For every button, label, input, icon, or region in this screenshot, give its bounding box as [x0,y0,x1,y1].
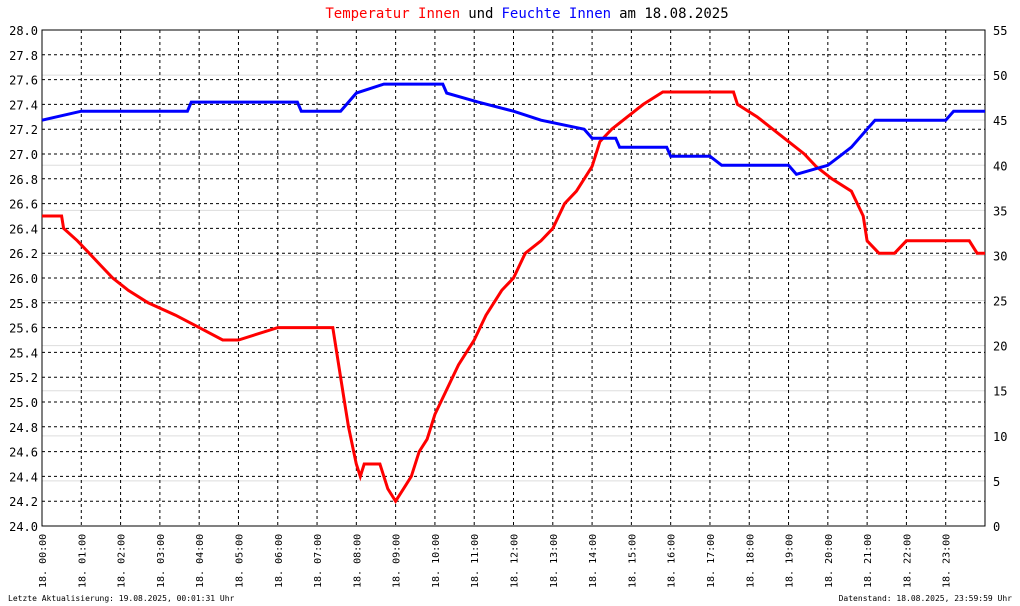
x-tick-label: 18. 18:00 [745,534,756,588]
x-tick-label: 18. 20:00 [824,534,835,588]
y-tick-label: 24.4 [9,470,38,484]
x-tick-label: 18. 01:00 [77,534,88,588]
y2-tick-label: 55 [993,24,1007,38]
y2-tick-label: 50 [993,69,1007,83]
y-tick-label: 25.4 [9,346,38,360]
series-line [42,90,985,505]
y-tick-label: 26.4 [9,222,38,236]
x-tick-label: 18. 04:00 [195,534,206,588]
x-tick-label: 18. 11:00 [470,534,481,588]
y2-tick-label: 5 [993,475,1000,489]
y2-tick-label: 15 [993,385,1007,399]
x-tick-label: 18. 17:00 [706,534,717,588]
footer-left: Letzte Aktualisierung: 19.08.2025, 00:01… [8,594,235,603]
y-tick-label: 24.2 [9,495,38,509]
y-tick-label: 27.8 [9,49,38,63]
y-tick-label: 25.8 [9,297,38,311]
y2-tick-label: 35 [993,204,1007,218]
x-tick-label: 18. 12:00 [510,534,521,588]
title-series-2: Feuchte Innen [502,6,612,22]
y-tick-label: 26.8 [9,173,38,187]
series-line [41,82,985,177]
y-tick-label: 24.8 [9,421,38,435]
x-tick-label: 18. 22:00 [902,534,913,588]
y-tick-label: 28.0 [9,24,38,38]
y-tick-label: 26.6 [9,198,38,212]
y-tick-label: 24.6 [9,446,38,460]
x-tick-label: 18. 09:00 [392,534,403,588]
y-tick-label: 25.0 [9,396,38,410]
x-tick-label: 18. 06:00 [274,534,285,588]
plot-frame [41,29,986,527]
y2-tick-label: 10 [993,430,1007,444]
y-tick-label: 27.2 [9,123,38,137]
y-tick-label: 27.0 [9,148,38,162]
x-tick-label: 18. 05:00 [234,534,245,588]
x-tick-label: 18. 03:00 [156,534,167,588]
title-joiner: und [468,6,493,22]
x-tick-label: 18. 23:00 [942,534,953,588]
y2-tick-label: 30 [993,249,1007,263]
y-tick-label: 27.4 [9,98,38,112]
x-tick-label: 18. 14:00 [588,534,599,588]
title-series-1: Temperatur Innen [325,6,460,22]
x-tick-label: 18. 21:00 [863,534,874,588]
x-tick-label: 18. 13:00 [549,534,560,588]
x-tick-label: 18. 07:00 [313,534,324,588]
y-tick-label: 24.0 [9,520,38,534]
y2-tick-label: 20 [993,340,1007,354]
y-tick-label: 27.6 [9,74,38,88]
y2-tick-label: 0 [993,520,1000,534]
y-tick-label: 26.2 [9,247,38,261]
x-tick-label: 18. 10:00 [431,534,442,588]
chart-title: Temperatur Innen und Feuchte Innen am 18.08… [325,6,728,22]
x-tick-label: 18. 15:00 [627,534,638,588]
x-tick-label: 18. 19:00 [785,534,796,588]
x-tick-label: 18. 16:00 [667,534,678,588]
y2-tick-label: 45 [993,114,1007,128]
y-tick-label: 26.0 [9,272,38,286]
title-suffix: am 18.08.2025 [619,6,729,22]
y2-tick-label: 40 [993,159,1007,173]
y-tick-label: 25.6 [9,322,38,336]
footer-right: Datenstand: 18.08.2025, 23:59:59 Uhr [839,594,1013,603]
x-tick-label: 18. 08:00 [352,534,363,588]
y2-tick-label: 25 [993,295,1007,309]
x-tick-label: 18. 02:00 [117,534,128,588]
y-tick-label: 25.2 [9,371,38,385]
x-tick-label: 18. 00:00 [38,534,49,588]
